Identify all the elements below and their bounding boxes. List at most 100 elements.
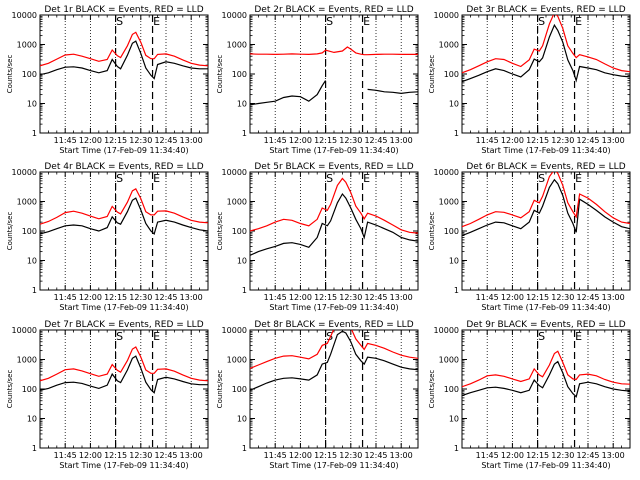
y-tick-label: 10	[449, 100, 459, 109]
y-tick-label: 1000	[439, 198, 459, 207]
x-tick-label: 12:30	[129, 136, 152, 145]
plot-frame	[249, 14, 419, 134]
marker-label-s: S	[538, 15, 545, 28]
y-tick-label: 10	[237, 415, 247, 424]
marker-label-s: S	[538, 330, 545, 343]
y-tick-label: 1000	[227, 356, 247, 365]
series-events-line	[462, 23, 630, 83]
panel-det5r: Det 5r BLACK = Events, RED = LLD 1 10 100 10…	[216, 162, 419, 312]
plot-frame	[461, 14, 631, 134]
series-lld-line	[462, 350, 630, 388]
series-lld-line	[462, 172, 630, 228]
x-tick-label: 12:45	[576, 136, 599, 145]
x-tick-label: 12:15	[104, 293, 127, 302]
series-lld-line	[250, 330, 418, 369]
plot-frame	[39, 329, 209, 449]
panel-det2r: Det 2r BLACK = Events, RED = LLD 1 10 100 10…	[216, 5, 419, 155]
panel-det6r: Det 6r BLACK = Events, RED = LLD 1 10 100 10…	[428, 162, 631, 312]
y-tick-label: 10000	[434, 11, 459, 20]
marker-label-s: S	[326, 172, 333, 185]
x-tick-label: 12:00	[79, 136, 102, 145]
x-tick-label: 13:00	[180, 136, 203, 145]
marker-label-e: E	[153, 172, 160, 185]
y-axis-label: Counts/sec	[428, 55, 436, 94]
y-axis-label: Counts/sec	[216, 212, 224, 251]
y-tick-label: 100	[444, 70, 459, 79]
marker-label-e: E	[575, 330, 582, 343]
y-tick-label: 10	[27, 100, 37, 109]
series-lld-line	[40, 187, 208, 225]
y-tick-label: 1	[454, 286, 459, 295]
y-tick-label: 1000	[439, 41, 459, 50]
x-axis-label: Start Time (17-Feb-09 11:34:40)	[59, 461, 188, 470]
panel-title: Det 9r BLACK = Events, RED = LLD	[466, 320, 625, 330]
x-tick-label: 13:00	[602, 136, 625, 145]
x-axis-label: Start Time (17-Feb-09 11:34:40)	[481, 461, 610, 470]
y-axis-label: Counts/sec	[6, 370, 14, 409]
x-axis-label: Start Time (17-Feb-09 11:34:40)	[481, 146, 610, 155]
marker-label-s: S	[326, 15, 333, 28]
x-tick-label: 12:30	[551, 136, 574, 145]
plot-frame	[461, 329, 631, 449]
y-tick-label: 10	[237, 257, 247, 266]
x-tick-label: 12:45	[364, 451, 387, 460]
panel-title: Det 4r BLACK = Events, RED = LLD	[44, 162, 203, 172]
y-tick-label: 10	[449, 415, 459, 424]
y-tick-label: 1000	[227, 41, 247, 50]
series-lld-line	[462, 15, 630, 74]
y-tick-label: 100	[22, 227, 37, 236]
x-axis-label: Start Time (17-Feb-09 11:34:40)	[269, 461, 398, 470]
y-tick-label: 1	[454, 444, 459, 453]
series-events-line	[40, 355, 208, 394]
y-tick-label: 100	[232, 227, 247, 236]
panel-title: Det 7r BLACK = Events, RED = LLD	[44, 320, 203, 330]
x-axis-label: Start Time (17-Feb-09 11:34:40)	[269, 146, 398, 155]
x-tick-label: 13:00	[602, 451, 625, 460]
x-axis-label: Start Time (17-Feb-09 11:34:40)	[269, 303, 398, 312]
x-axis-label: Start Time (17-Feb-09 11:34:40)	[481, 303, 610, 312]
y-tick-label: 10000	[12, 168, 37, 177]
series-lld-line	[40, 31, 208, 67]
x-tick-label: 12:45	[154, 451, 177, 460]
y-axis-label: Counts/sec	[216, 370, 224, 409]
y-tick-label: 100	[444, 227, 459, 236]
y-tick-label: 100	[444, 385, 459, 394]
y-tick-label: 10000	[222, 11, 247, 20]
x-axis-label: Start Time (17-Feb-09 11:34:40)	[59, 146, 188, 155]
x-tick-label: 11:45	[54, 293, 77, 302]
y-tick-label: 10000	[222, 326, 247, 335]
y-axis-label: Counts/sec	[216, 55, 224, 94]
y-axis-label: Counts/sec	[6, 212, 14, 251]
y-tick-label: 1	[32, 444, 37, 453]
x-tick-label: 12:00	[501, 136, 524, 145]
x-tick-label: 11:45	[476, 136, 499, 145]
x-tick-label: 12:15	[104, 451, 127, 460]
x-tick-label: 13:00	[390, 136, 413, 145]
x-tick-label: 12:30	[551, 293, 574, 302]
x-tick-label: 12:45	[364, 293, 387, 302]
y-axis-label: Counts/sec	[428, 370, 436, 409]
panel-det3r: Det 3r BLACK = Events, RED = LLD 1 10 100 10…	[428, 5, 631, 155]
x-tick-label: 12:45	[364, 136, 387, 145]
x-tick-label: 12:00	[289, 136, 312, 145]
x-tick-label: 12:30	[129, 451, 152, 460]
y-axis-label: Counts/sec	[6, 55, 14, 94]
x-tick-label: 12:00	[501, 293, 524, 302]
x-tick-label: 12:00	[79, 451, 102, 460]
x-tick-label: 12:30	[339, 136, 362, 145]
x-tick-label: 11:45	[476, 451, 499, 460]
x-tick-label: 12:15	[104, 136, 127, 145]
plot-frame	[39, 14, 209, 134]
x-tick-label: 12:45	[576, 293, 599, 302]
y-tick-label: 1	[242, 129, 247, 138]
marker-label-s: S	[538, 172, 545, 185]
x-tick-label: 11:45	[264, 293, 287, 302]
y-tick-label: 10000	[12, 11, 37, 20]
y-tick-label: 1000	[439, 356, 459, 365]
panel-title: Det 6r BLACK = Events, RED = LLD	[466, 162, 625, 172]
marker-label-s: S	[116, 330, 123, 343]
x-tick-label: 11:45	[476, 293, 499, 302]
y-tick-label: 1	[454, 129, 459, 138]
panel-det8r: Det 8r BLACK = Events, RED = LLD 1 10 100 10…	[216, 320, 419, 470]
